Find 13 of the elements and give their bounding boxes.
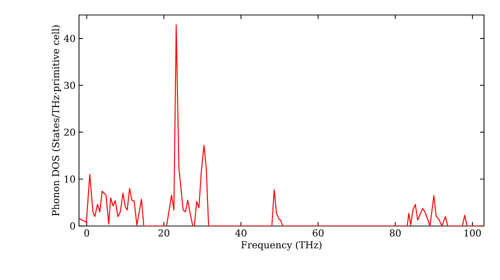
- y-axis-title: Phonon DOS (States/THz·primitive cell): [52, 25, 62, 216]
- x-tick-label: 40: [235, 229, 246, 237]
- x-tick-label: 80: [390, 229, 401, 237]
- y-tick-label: 10: [64, 176, 76, 183]
- x-tick-label: 0: [84, 229, 90, 237]
- x-tick-label: 20: [158, 229, 170, 237]
- y-tick-label: 20: [64, 128, 76, 136]
- y-tick-label: 30: [64, 82, 76, 89]
- x-tick-label: 60: [312, 229, 324, 237]
- x-axis-title: Frequency (THz): [241, 241, 322, 250]
- y-tick-label: 0: [70, 222, 76, 230]
- y-tick-label: 40: [64, 34, 76, 42]
- x-tick-label: 100: [464, 229, 481, 237]
